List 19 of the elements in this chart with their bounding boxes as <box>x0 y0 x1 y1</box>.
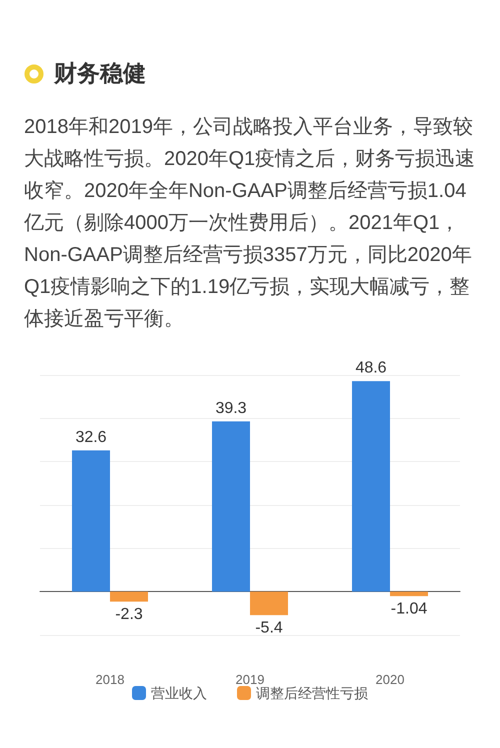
x-tick-label: 2020 <box>376 672 404 687</box>
data-label: 39.3 <box>215 400 247 417</box>
data-label: -2.3 <box>115 606 143 624</box>
legend-label: 调整后经营性亏损 <box>256 685 368 701</box>
x-tick-label: 2019 <box>236 672 264 687</box>
data-label: -5.4 <box>255 620 283 637</box>
bar <box>352 381 390 592</box>
data-label: -1.04 <box>390 600 428 618</box>
bar <box>212 421 250 592</box>
bar <box>72 450 110 592</box>
data-label: 48.6 <box>355 360 387 377</box>
x-tick-label: 2018 <box>96 672 124 687</box>
legend-label: 营业收入 <box>151 685 207 701</box>
bar <box>390 592 428 596</box>
bar <box>250 592 288 616</box>
bar <box>110 592 148 602</box>
data-label: 32.6 <box>75 428 107 446</box>
chart-title: 财务稳健 <box>54 59 146 88</box>
chart-subtitle: 2018年和2019年，公司战略投入平台业务，导致较大战略性亏损。2020年Q1疫情之后，财务亏损迅速收窄。2020年全年Non-GAAP调整后经营亏损1.04亿元（剔除4000万一次性费用后）。2021年Q1，Non-GAAP调整后经营亏损3357万元，同比2020年Q1疫情影响之下的1.19亿亏损，实现大幅减亏，整体接近盈亏平衡。 <box>24 115 476 332</box>
